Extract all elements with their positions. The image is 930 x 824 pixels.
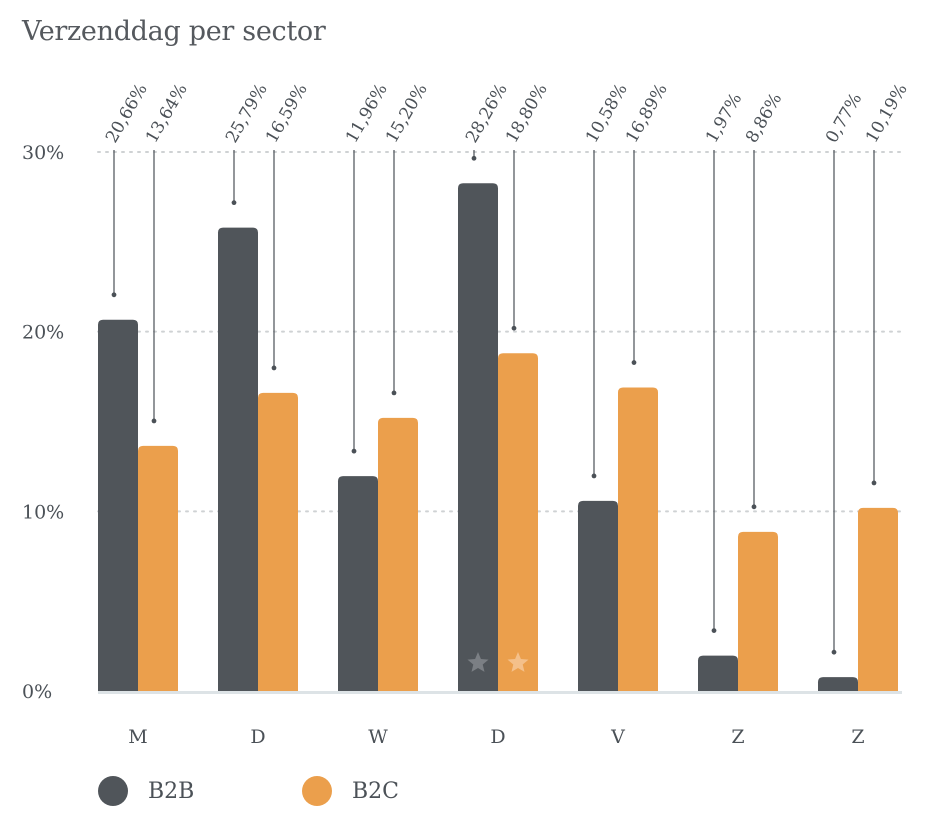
bar-b2b (338, 476, 378, 691)
legend-label-b2c: B2C (352, 778, 399, 804)
y-tick-label: 30% (22, 142, 64, 164)
star-icon (507, 652, 529, 672)
category-label: D (490, 726, 505, 748)
legend-item-b2c[interactable]: B2C (302, 776, 399, 806)
leader-dot (351, 448, 357, 454)
category-label: Z (731, 726, 744, 748)
bar-b2c (498, 353, 538, 691)
star-icon (467, 652, 489, 672)
category-label: V (610, 726, 625, 748)
leader-dot (391, 390, 397, 396)
leader-dot (631, 360, 637, 365)
legend-swatch-b2b (98, 776, 128, 806)
bar-b2c (738, 531, 778, 691)
data-label: 10,19% (862, 80, 912, 146)
bar-b2b (458, 183, 498, 691)
bar-b2c (618, 387, 658, 691)
legend-swatch-b2c (302, 776, 332, 806)
bar-b2b (698, 655, 738, 691)
category-label: M (128, 726, 147, 748)
data-label: 1,97% (702, 90, 746, 147)
y-tick-label: 20% (22, 322, 64, 344)
bar-b2b (98, 319, 138, 691)
legend-item-b2b[interactable]: B2B (98, 776, 194, 806)
bar-b2c (378, 417, 418, 691)
leader-dot (471, 155, 477, 161)
bar-b2c (258, 392, 298, 691)
leader-dot (591, 473, 597, 479)
leader-dot (711, 628, 717, 634)
category-label: D (250, 726, 265, 748)
legend-label-b2b: B2B (148, 778, 195, 804)
category-label: Z (851, 726, 864, 748)
leader-dot (231, 200, 237, 206)
bar-chart: 0%10%20%30%20,66%13,64%M25,79%16,59%D11,… (22, 80, 912, 748)
leader-dot (751, 504, 757, 510)
data-label: 8,86% (742, 90, 786, 147)
chart-title: Verzenddag per sector (22, 16, 326, 47)
bar-b2b (578, 500, 618, 691)
bar-b2c (858, 507, 898, 691)
leader-dot (871, 480, 877, 486)
y-tick-label: 10% (22, 501, 64, 523)
leader-dot (111, 292, 117, 298)
bar-b2c (138, 445, 178, 691)
bar-b2b (218, 227, 258, 692)
leader-dot (831, 649, 837, 655)
category-label: W (368, 726, 388, 748)
leader-dot (511, 325, 517, 331)
data-label: 0,77% (822, 90, 866, 147)
y-tick-label: 0% (22, 681, 52, 703)
leader-dot (271, 365, 277, 371)
bar-b2b (818, 677, 858, 691)
leader-dot (151, 418, 157, 424)
